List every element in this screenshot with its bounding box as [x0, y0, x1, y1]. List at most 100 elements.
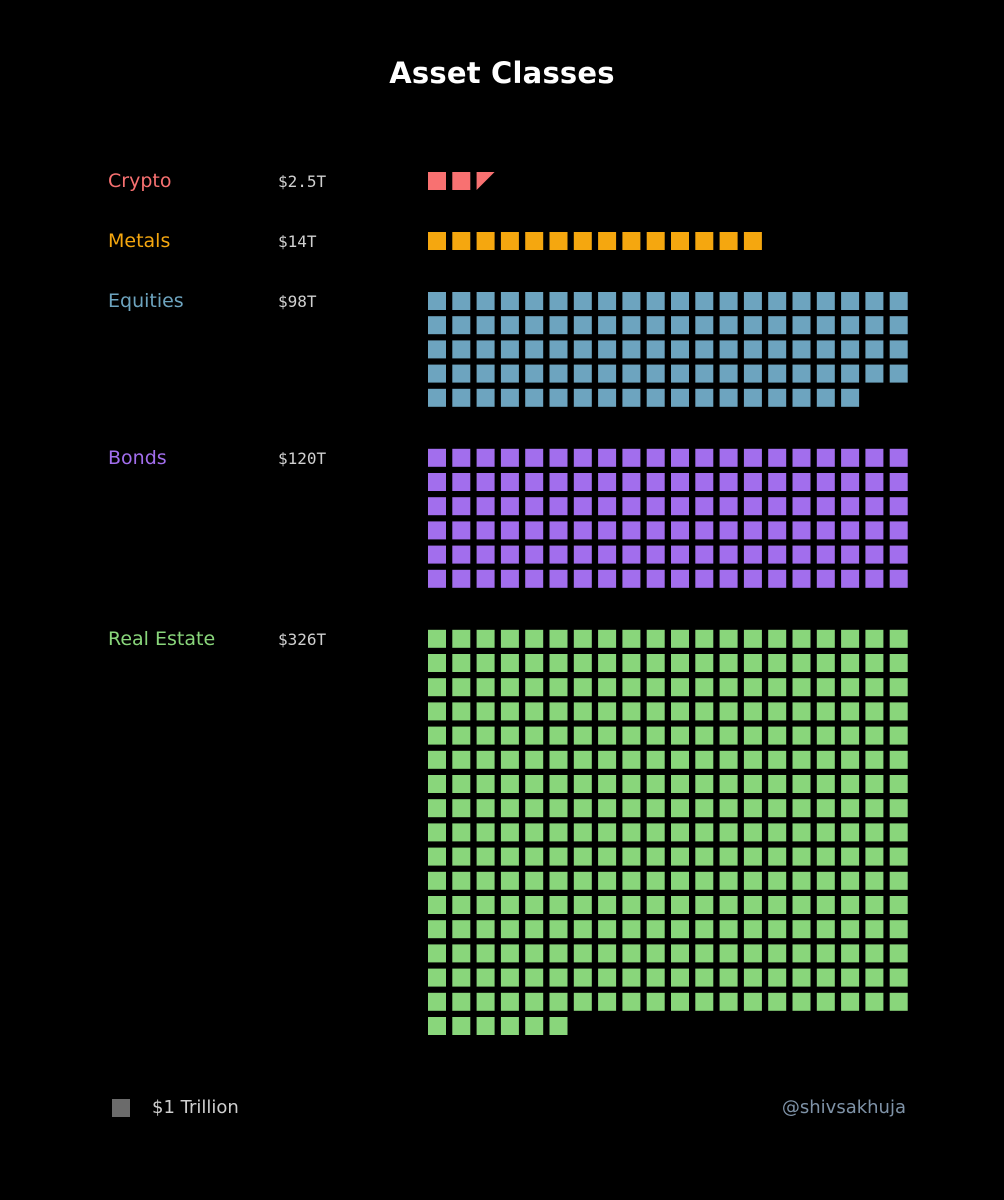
unit-square-real-estate [622, 678, 641, 697]
unit-square-real-estate [646, 920, 665, 939]
unit-square-real-estate [525, 920, 544, 939]
unit-square-real-estate [768, 896, 787, 914]
unit-square-metals [646, 232, 665, 250]
unit-square-equities [573, 340, 592, 359]
unit-square-bonds [695, 521, 714, 540]
unit-square-real-estate [841, 750, 860, 769]
unit-square-real-estate [452, 799, 471, 818]
unit-square-real-estate [792, 629, 811, 648]
unit-square-metals [573, 232, 592, 250]
unit-square-equities [476, 340, 495, 359]
unit-square-bonds [476, 473, 495, 491]
unit-square-real-estate [695, 847, 714, 866]
unit-square-real-estate [743, 871, 762, 890]
unit-square-bonds [598, 448, 617, 467]
unit-square-real-estate [622, 920, 641, 939]
unit-square-bonds [841, 521, 860, 540]
unit-square-equities [476, 292, 495, 310]
unit-square-real-estate [428, 654, 446, 672]
unit-square-real-estate [476, 847, 495, 866]
unit-square-bonds [500, 545, 519, 564]
unit-square-real-estate [841, 775, 860, 793]
unit-square-real-estate [549, 629, 568, 648]
unit-square-bonds [889, 569, 908, 588]
unit-square-real-estate [841, 896, 860, 914]
unit-square-real-estate [646, 726, 665, 745]
unit-square-real-estate [695, 678, 714, 697]
unit-square-equities [865, 292, 884, 310]
unit-square-metals [549, 232, 568, 250]
unit-square-bonds [646, 448, 665, 467]
unit-square-real-estate [549, 726, 568, 745]
unit-square-bonds [525, 521, 544, 540]
unit-square-real-estate [671, 920, 689, 939]
unit-square-real-estate [719, 750, 738, 769]
unit-square-bonds [841, 545, 860, 564]
unit-square-real-estate [500, 992, 519, 1011]
unit-square-real-estate [525, 750, 544, 769]
unit-square-real-estate [500, 750, 519, 769]
unit-square-real-estate [743, 654, 762, 672]
unit-square-real-estate [841, 726, 860, 745]
unit-square-real-estate [476, 750, 495, 769]
unit-square-bonds [452, 473, 471, 491]
unit-square-equities [452, 364, 471, 383]
unit-square-equities [768, 292, 787, 310]
unit-square-bonds [622, 569, 641, 588]
unit-square-bonds [573, 448, 592, 467]
unit-square-real-estate [549, 968, 568, 987]
unit-square-equities [719, 364, 738, 383]
unit-square-equities [792, 364, 811, 383]
unit-square-equities [500, 292, 519, 310]
unit-square-real-estate [573, 799, 592, 818]
unit-square-bonds [598, 497, 617, 516]
unit-square-equities [622, 364, 641, 383]
unit-square-bonds [816, 545, 835, 564]
unit-square-real-estate [816, 629, 835, 648]
unit-square-bonds [768, 448, 787, 467]
unit-square-real-estate [816, 775, 835, 793]
unit-square-bonds [792, 521, 811, 540]
unit-square-real-estate [476, 896, 495, 914]
unit-square-bonds [525, 545, 544, 564]
unit-square-real-estate [598, 654, 617, 672]
unit-square-real-estate [719, 775, 738, 793]
unit-square-real-estate [500, 944, 519, 963]
unit-square-real-estate [598, 944, 617, 963]
unit-square-bonds [816, 497, 835, 516]
unit-square-bonds [622, 448, 641, 467]
unit-square-equities [428, 364, 446, 383]
unit-square-bonds [573, 497, 592, 516]
unit-square-real-estate [500, 920, 519, 939]
unit-square-real-estate [428, 750, 446, 769]
unit-square-real-estate [816, 896, 835, 914]
unit-square-real-estate [889, 726, 908, 745]
unit-square-real-estate [525, 1017, 544, 1035]
unit-square-real-estate [428, 678, 446, 697]
unit-square-real-estate [549, 775, 568, 793]
unit-square-equities [743, 292, 762, 310]
unit-square-real-estate [792, 920, 811, 939]
unit-square-metals [428, 232, 446, 250]
unit-square-real-estate [743, 702, 762, 721]
unit-square-bonds [598, 521, 617, 540]
unit-square-real-estate [452, 629, 471, 648]
unit-square-real-estate [743, 750, 762, 769]
unit-square-real-estate [768, 702, 787, 721]
unit-square-real-estate [622, 702, 641, 721]
row-label-real-estate: Real Estate [108, 627, 216, 650]
unit-square-equities [452, 340, 471, 359]
unit-square-real-estate [428, 968, 446, 987]
unit-square-real-estate [573, 823, 592, 842]
unit-square-real-estate [476, 726, 495, 745]
unit-square-bonds [816, 448, 835, 467]
unit-square-real-estate [476, 654, 495, 672]
unit-square-real-estate [500, 1017, 519, 1035]
unit-square-bonds [573, 473, 592, 491]
unit-square-real-estate [841, 678, 860, 697]
unit-square-equities [525, 292, 544, 310]
unit-square-real-estate [500, 896, 519, 914]
unit-square-bonds [525, 473, 544, 491]
unit-square-real-estate [792, 968, 811, 987]
unit-square-real-estate [695, 920, 714, 939]
